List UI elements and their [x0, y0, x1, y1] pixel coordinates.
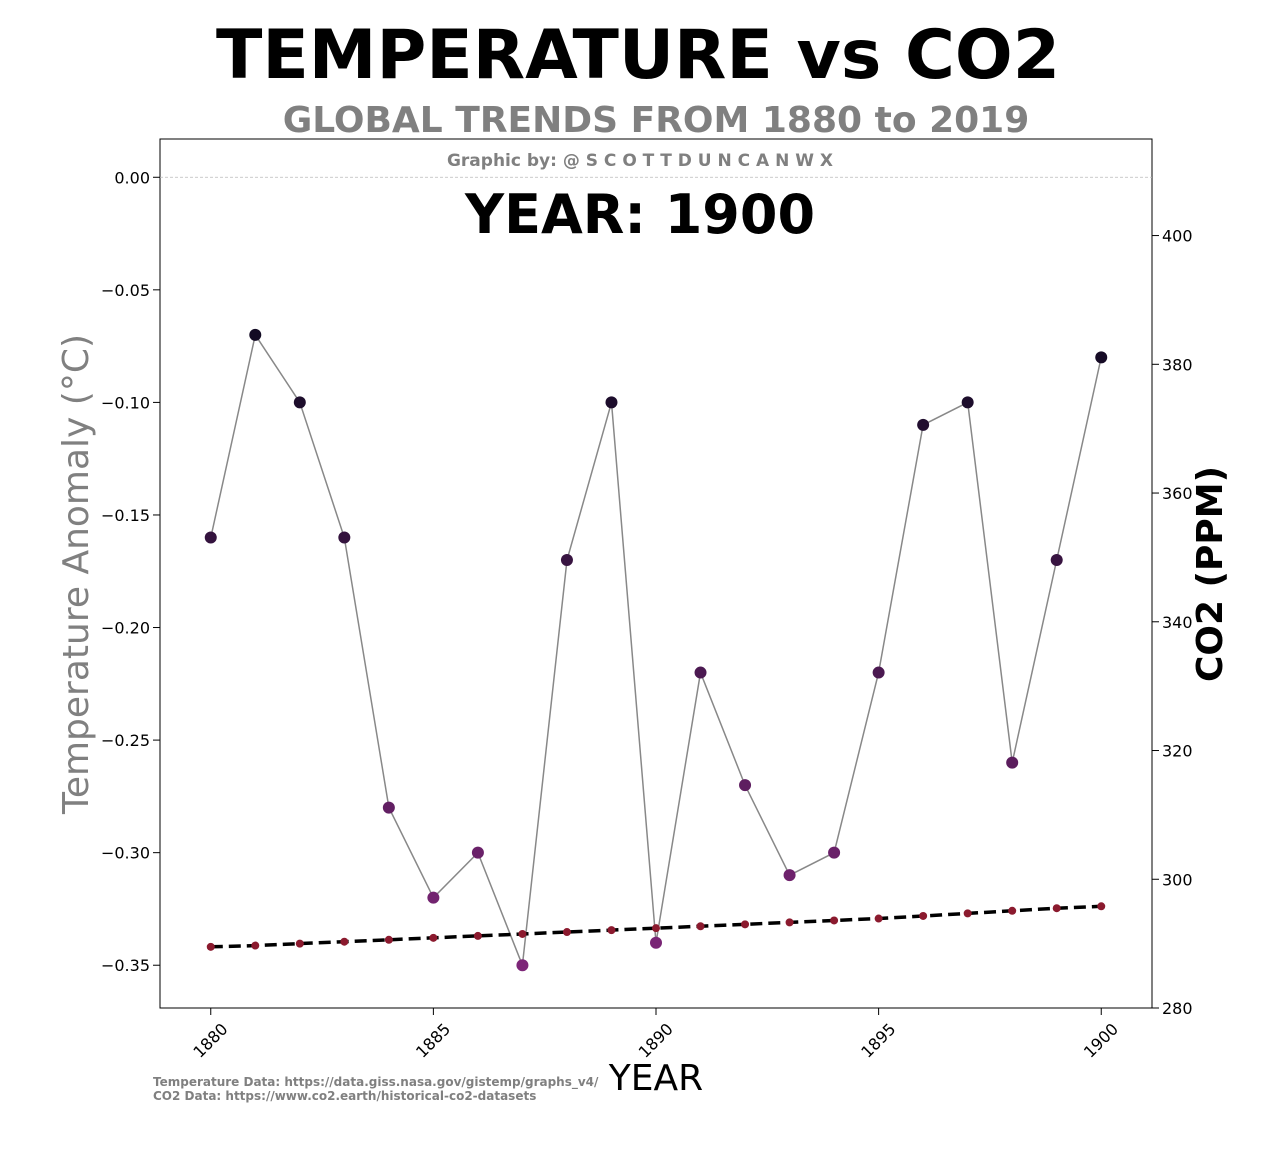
co2-point — [562, 928, 571, 937]
temperature-point — [427, 891, 440, 904]
temperature-point — [917, 418, 930, 431]
co2-point — [607, 926, 616, 935]
y-right-tick-label: 400 — [1162, 227, 1193, 246]
co2-point — [251, 941, 260, 950]
temperature-point — [293, 396, 306, 409]
x-tick-label: 1890 — [635, 1019, 677, 1061]
co2-point — [340, 937, 349, 946]
temperature-point — [694, 666, 707, 679]
y-right-tick-label: 280 — [1162, 999, 1193, 1018]
x-tick-label: 1880 — [189, 1019, 231, 1061]
co2-point — [830, 916, 839, 925]
temperature-point — [204, 531, 217, 544]
temperature-point — [471, 846, 484, 859]
temperature-point — [783, 869, 796, 882]
temperature-point — [516, 959, 529, 972]
co2-point — [652, 924, 660, 933]
co2-point — [785, 918, 794, 927]
y-left-tick-label: −0.15 — [101, 506, 150, 525]
temperature-point — [872, 666, 885, 679]
y-right-tick-label: 380 — [1162, 355, 1193, 374]
co2-point — [206, 942, 215, 951]
temperature-point — [338, 531, 351, 544]
plot-area — [159, 138, 1153, 1009]
co2-line — [210, 904, 1102, 949]
co2-point — [919, 911, 928, 920]
year-label: YEAR: 1900 — [464, 183, 815, 246]
temperature-point — [739, 779, 752, 792]
x-axis-label: YEAR — [608, 1058, 703, 1099]
x-tick-label: 1900 — [1080, 1019, 1122, 1061]
y-left-tick-label: −0.10 — [101, 393, 150, 412]
y-left-tick-label: −0.35 — [101, 956, 150, 975]
co2-point — [429, 933, 438, 942]
temperature-point — [605, 396, 618, 409]
temperature-point — [560, 553, 573, 566]
temperature-point — [382, 801, 395, 814]
y-left-tick-label: −0.25 — [101, 731, 150, 750]
co2-point — [741, 920, 750, 929]
co2-point — [963, 909, 972, 918]
co2-point — [384, 935, 393, 944]
y-left-tick-label: 0.00 — [114, 168, 150, 187]
y-left-tick-label: −0.30 — [101, 844, 150, 863]
temperature-point — [650, 936, 662, 949]
chart-title: TEMPERATURE vs CO2 — [216, 16, 1060, 95]
co2-source: CO2 Data: https://www.co2.earth/historic… — [153, 1089, 536, 1103]
y-right-tick-label: 300 — [1162, 870, 1193, 889]
x-tick-label: 1895 — [857, 1019, 899, 1061]
temperature-point — [1095, 351, 1108, 364]
temperature-source: Temperature Data: https://data.giss.nasa… — [153, 1075, 599, 1090]
temperature-line — [210, 333, 1102, 966]
y-right-tick-label: 340 — [1162, 613, 1193, 632]
temperature-point — [961, 396, 974, 409]
co2-point — [1008, 906, 1017, 915]
y-axis-left-label: Temperature Anomaly (°C) — [56, 334, 97, 815]
y-left-tick-label: −0.20 — [101, 619, 150, 638]
temperature-point — [1006, 756, 1019, 769]
co2-point — [473, 931, 482, 940]
chart-subtitle: GLOBAL TRENDS FROM 1880 to 2019 — [283, 100, 1030, 141]
co2-point — [696, 922, 705, 931]
co2-point — [518, 929, 527, 938]
co2-point — [1097, 902, 1106, 911]
y-right-tick-label: 320 — [1162, 742, 1193, 761]
temperature-point — [1050, 553, 1063, 566]
co2-point — [295, 939, 304, 948]
graphic-credit: Graphic by: @ S C O T T D U N C A N W X — [447, 151, 833, 171]
co2-point — [1052, 904, 1061, 913]
temperature-point — [828, 846, 841, 859]
co2-point — [874, 914, 883, 923]
y-axis-right-label: CO2 (PPM) — [1190, 466, 1231, 682]
y-right-tick-label: 360 — [1162, 484, 1193, 503]
temperature-point — [249, 328, 262, 341]
y-left-tick-label: −0.05 — [101, 281, 150, 300]
x-tick-label: 1885 — [412, 1019, 454, 1061]
